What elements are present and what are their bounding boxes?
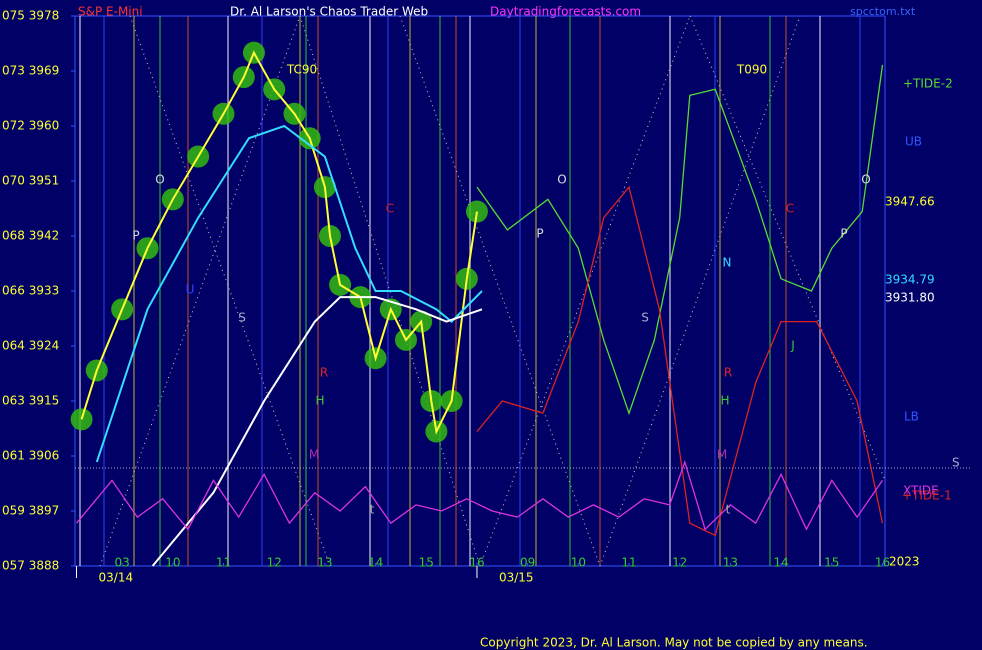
diagonal [479, 15, 691, 567]
marker-letter: M [717, 448, 727, 462]
marker-letter: C [386, 202, 394, 216]
date-label: 03/14 [99, 571, 134, 585]
marker-letter: M [309, 448, 319, 462]
marker-letter: S [641, 311, 649, 325]
marker-letter: t [370, 503, 375, 517]
series-line [476, 64, 884, 416]
file: spcctom.txt [850, 5, 916, 18]
x-tick-label: 14 [368, 556, 383, 570]
marker-letter: U [186, 283, 195, 297]
site: Daytradingforecasts.com [490, 5, 641, 19]
series-line [476, 185, 884, 537]
marker-letter: O [557, 173, 566, 187]
marker-letter: TC90 [286, 63, 317, 77]
marker-letter: S [238, 311, 246, 325]
x-tick-label: 03 [114, 556, 129, 570]
x-tick-label: 15 [824, 556, 839, 570]
marker-letter: T090 [736, 63, 767, 77]
right-label: S [952, 456, 960, 470]
x-tick-label: 11 [216, 556, 231, 570]
marker-letter: P [536, 227, 543, 241]
price-blob [70, 408, 93, 431]
y-tick-label: 059 3897 [2, 504, 59, 518]
right-label: +TIDE-2 [903, 77, 953, 91]
symbol: S&P E-Mini [78, 5, 143, 19]
x-tick-label: 13 [723, 556, 738, 570]
marker-letter: P [840, 227, 847, 241]
y-tick-label: 075 3978 [2, 9, 59, 23]
y-tick-label: 066 3933 [2, 284, 59, 298]
marker-letter: C [786, 202, 794, 216]
right-label: 3947.66 [885, 195, 935, 209]
marker-letter: H [720, 394, 729, 408]
marker-letter: O [861, 173, 870, 187]
marker-letter: O [155, 173, 164, 187]
y-tick-label: 072 3960 [2, 119, 59, 133]
x-tick-label: 11 [621, 556, 636, 570]
y-tick-label: 073 3969 [2, 64, 59, 78]
x-tick-label: 13 [317, 556, 332, 570]
x-tick-label: 10 [165, 556, 180, 570]
marker-letter: P [132, 229, 139, 243]
y-tick-label: 064 3924 [2, 339, 59, 353]
x-tick-label: 15 [419, 556, 434, 570]
date-label: 03/15 [499, 571, 534, 585]
chart-title: Dr. Al Larson's Chaos Trader Web [230, 5, 428, 19]
price-blob [465, 200, 488, 223]
right-label: 3931.80 [885, 291, 935, 305]
right-label: XTIDE [903, 484, 939, 498]
y-tick-label: 070 3951 [2, 174, 59, 188]
x-tick-label: 16 [875, 556, 890, 570]
right-label: +TIDE-1 [902, 489, 952, 503]
y-tick-label: 061 3906 [2, 449, 59, 463]
marker-letter: H [315, 394, 324, 408]
marker-letter: t [726, 503, 731, 517]
x-tick-label: 12 [267, 556, 282, 570]
marker-letter: R [724, 366, 732, 380]
series-line [151, 296, 483, 567]
right-label: UB [905, 135, 922, 149]
x-tick-label: 10 [571, 556, 586, 570]
marker-letter: N [723, 256, 732, 270]
series-line [95, 124, 483, 463]
y-tick-label: 057 3888 [2, 559, 59, 573]
y-tick-label: 063 3915 [2, 394, 59, 408]
x-tick-label: 16 [469, 556, 484, 570]
right-label: LB [904, 410, 919, 424]
y-tick-label: 068 3942 [2, 229, 59, 243]
copyright: Copyright 2023, Dr. Al Larson. May not b… [480, 636, 868, 650]
x-tick-label: 12 [672, 556, 687, 570]
x-tick-label: 09 [520, 556, 535, 570]
series-line [80, 50, 478, 435]
x-tick-label: 14 [773, 556, 788, 570]
marker-letter: J [790, 339, 795, 353]
series-line [75, 460, 884, 531]
right-label: 2023 [889, 555, 920, 569]
right-label: 3934.79 [885, 273, 935, 287]
marker-letter: R [320, 366, 328, 380]
